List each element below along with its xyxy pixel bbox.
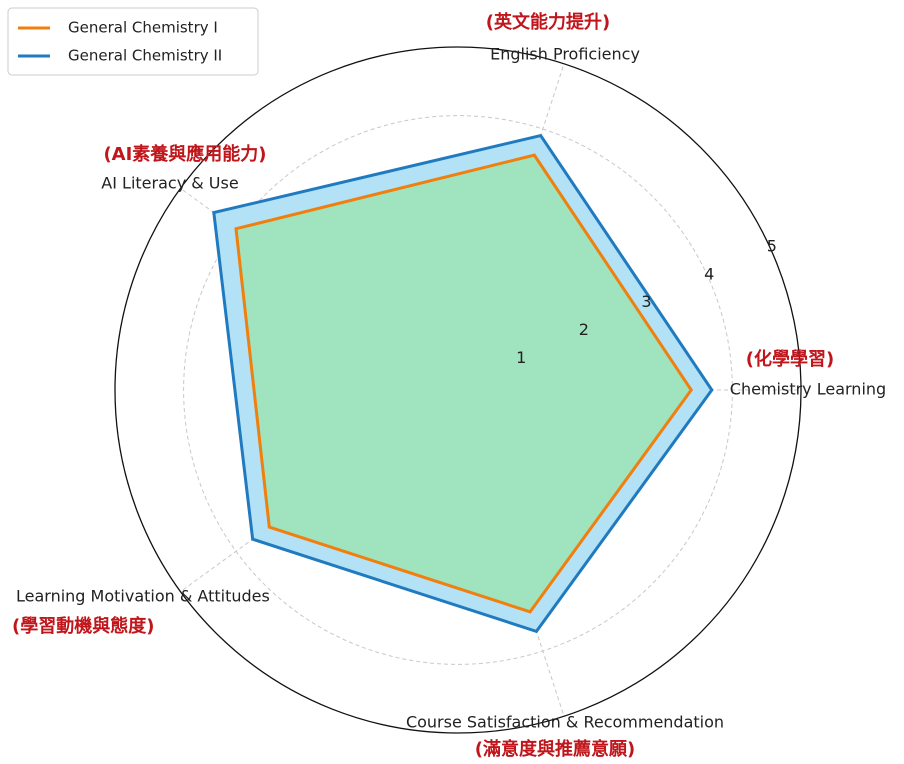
category-label: Learning Motivation & Attitudes <box>16 587 270 606</box>
series-area <box>236 155 692 612</box>
category-label: AI Literacy & Use <box>101 174 238 193</box>
category-label-zh: (滿意度與推薦意願) <box>475 738 635 760</box>
r-tick-label: 4 <box>704 264 714 283</box>
category-label-zh: (AI素養與應用能力) <box>103 143 266 165</box>
category-label: Chemistry Learning <box>730 380 886 399</box>
category-label-zh: (化學學習) <box>746 348 834 370</box>
category-label: English Proficiency <box>490 45 640 64</box>
r-tick-label: 1 <box>516 348 526 367</box>
legend-label: General Chemistry I <box>68 19 218 37</box>
r-tick-label: 2 <box>579 320 589 339</box>
outer-ring <box>114 46 802 734</box>
legend: General Chemistry I General Chemistry II <box>7 7 259 76</box>
series-line <box>234 153 694 614</box>
r-tick-label: 5 <box>767 236 777 255</box>
legend-box <box>7 7 259 76</box>
series-line <box>212 133 714 634</box>
category-label-zh: (英文能力提升) <box>486 11 610 33</box>
legend-label: General Chemistry II <box>68 47 222 65</box>
category-label: Course Satisfaction & Recommendation <box>406 713 724 732</box>
category-label-zh: (學習動機與態度) <box>12 615 154 637</box>
r-tick-label: 3 <box>641 292 651 311</box>
